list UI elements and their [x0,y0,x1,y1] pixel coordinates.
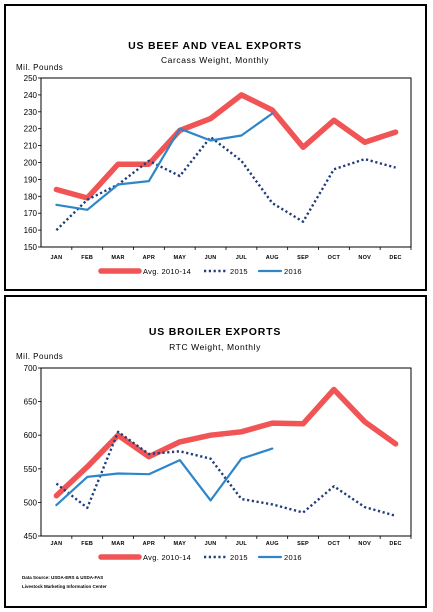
x-tick-label: NOV [358,541,371,547]
series-line-2015 [55,430,396,517]
x-tick-label: MAY [173,255,186,261]
y-tick-label: 180 [24,192,38,201]
y-axis-label: Mil. Pounds [16,63,63,72]
chart-subtitle: RTC Weight, Monthly [169,342,261,352]
x-tick-label: APR [143,541,156,547]
y-tick-label: 220 [24,125,38,134]
beef-veal-chart: US BEEF AND VEAL EXPORTS Carcass Weight, … [16,40,412,276]
broiler-chart: US BROILER EXPORTS RTC Weight, Monthly Mil… [16,326,412,589]
x-tick-label: SEP [297,541,309,547]
y-tick-label: 170 [24,209,38,218]
series-line-2016 [55,447,274,507]
lmic-credit-note: Livestock Marketing Information Center [22,584,107,589]
x-tick-label: OCT [328,255,341,261]
data-source-note: Data Source: USDA-ERS & USDA-FAS [22,575,103,580]
legend-label: 2016 [284,267,302,276]
plot-area-frame [40,367,412,537]
legend-label: Avg. 2010-14 [143,553,191,562]
series-line-avg-2010-14 [53,92,399,201]
x-tick-label: MAY [173,541,186,547]
y-tick-label: 600 [24,431,38,440]
series-line-2015 [55,135,396,231]
y-tick-label: 240 [24,91,38,100]
x-tick-label: FEB [81,541,93,547]
broiler-exports-panel: US BROILER EXPORTS RTC Weight, Monthly Mil… [4,295,427,608]
x-tick-label: DEC [389,541,402,547]
chart-title: US BROILER EXPORTS [149,326,281,338]
y-tick-label: 550 [24,465,38,474]
y-axis-label: Mil. Pounds [16,352,63,361]
series-line-2016 [55,112,274,211]
x-tick-label: JAN [50,255,62,261]
x-tick-label: MAR [111,255,124,261]
y-tick-label: 700 [24,364,38,373]
x-tick-label: NOV [358,255,371,261]
x-tick-label: FEB [81,255,93,261]
x-tick-label: MAR [111,541,124,547]
chart-subtitle: Carcass Weight, Monthly [161,55,269,65]
legend-label: 2015 [230,553,248,562]
x-tick-label: SEP [297,255,309,261]
legend-label: Avg. 2010-14 [143,267,191,276]
y-tick-label: 150 [24,243,38,252]
y-tick-label: 230 [24,108,38,117]
x-tick-label: APR [143,255,156,261]
x-tick-label: JUL [236,541,248,547]
x-tick-label: JAN [50,541,62,547]
y-tick-label: 450 [24,532,38,541]
x-tick-label: OCT [328,541,341,547]
y-tick-label: 650 [24,398,38,407]
x-tick-label: JUN [205,541,217,547]
series-line-avg-2010-14 [53,386,399,499]
y-tick-label: 200 [24,159,38,168]
y-tick-label: 250 [24,74,38,83]
y-tick-label: 190 [24,175,38,184]
x-tick-label: AUG [266,255,279,261]
y-tick-label: 500 [24,498,38,507]
chart-title: US BEEF AND VEAL EXPORTS [128,40,302,52]
x-tick-label: JUN [205,255,217,261]
y-tick-label: 160 [24,226,38,235]
beef-veal-exports-panel: US BEEF AND VEAL EXPORTS Carcass Weight, … [4,4,427,291]
x-tick-label: DEC [389,255,402,261]
x-tick-label: JUL [236,255,248,261]
y-tick-label: 210 [24,142,38,151]
x-tick-label: AUG [266,541,279,547]
legend-label: 2016 [284,553,302,562]
legend-label: 2015 [230,267,248,276]
